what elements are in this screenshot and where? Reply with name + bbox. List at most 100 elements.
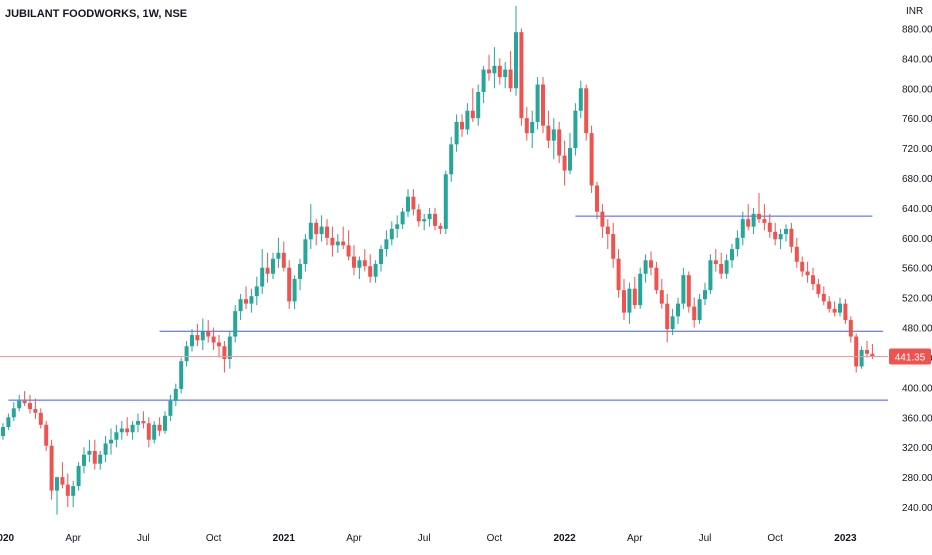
candle[interactable] — [292, 275, 297, 309]
candle[interactable] — [676, 297, 680, 324]
candle[interactable] — [416, 204, 421, 227]
candle[interactable] — [373, 260, 378, 283]
candle[interactable] — [136, 413, 140, 433]
candle[interactable] — [730, 243, 734, 268]
candle[interactable] — [141, 411, 146, 429]
candle[interactable] — [260, 249, 265, 294]
candle[interactable] — [341, 226, 346, 250]
candle[interactable] — [298, 258, 302, 291]
candle[interactable] — [665, 293, 670, 343]
candle[interactable] — [859, 346, 864, 369]
candle[interactable] — [17, 394, 22, 412]
candle[interactable] — [384, 230, 389, 257]
candle[interactable] — [697, 293, 702, 324]
candle[interactable] — [562, 140, 567, 186]
candle[interactable] — [789, 222, 794, 253]
candle[interactable] — [422, 213, 427, 231]
candle[interactable] — [211, 327, 216, 350]
candle[interactable] — [395, 215, 400, 238]
candle[interactable] — [778, 228, 783, 250]
candle[interactable] — [152, 421, 157, 444]
candle[interactable] — [757, 192, 761, 223]
candle[interactable] — [470, 88, 475, 122]
candle[interactable] — [130, 421, 135, 440]
candle[interactable] — [92, 439, 97, 470]
candle[interactable] — [114, 424, 119, 448]
candle[interactable] — [703, 282, 707, 306]
candle[interactable] — [276, 237, 281, 268]
candle[interactable] — [443, 170, 448, 235]
candle[interactable] — [514, 6, 518, 96]
candle[interactable] — [195, 323, 200, 347]
candle[interactable] — [465, 103, 470, 135]
candle[interactable] — [411, 189, 416, 216]
candle[interactable] — [238, 293, 243, 321]
candle[interactable] — [146, 417, 151, 448]
candle[interactable] — [82, 447, 86, 474]
candle[interactable] — [573, 103, 578, 156]
candle[interactable] — [265, 252, 270, 283]
candle[interactable] — [281, 241, 286, 272]
candle[interactable] — [524, 106, 529, 141]
candle[interactable] — [346, 230, 351, 261]
candle[interactable] — [449, 136, 454, 182]
candle[interactable] — [125, 417, 130, 436]
candle[interactable] — [244, 286, 248, 309]
candle[interactable] — [406, 189, 410, 217]
candle[interactable] — [1, 423, 5, 440]
candle[interactable] — [805, 261, 810, 283]
candle[interactable] — [379, 245, 383, 272]
candle[interactable] — [314, 219, 319, 246]
candle[interactable] — [249, 288, 254, 313]
candle[interactable] — [319, 215, 324, 242]
candle[interactable] — [595, 181, 599, 220]
candle[interactable] — [751, 207, 756, 235]
candle[interactable] — [546, 110, 551, 149]
candle[interactable] — [832, 301, 837, 317]
candle[interactable] — [308, 204, 313, 250]
candle[interactable] — [173, 383, 178, 407]
candle[interactable] — [492, 47, 497, 89]
candle[interactable] — [708, 254, 713, 294]
candle[interactable] — [568, 133, 572, 175]
candle[interactable] — [497, 58, 502, 85]
candle[interactable] — [724, 254, 729, 279]
candle[interactable] — [6, 413, 11, 431]
candle[interactable] — [627, 282, 632, 324]
candle[interactable] — [481, 65, 486, 104]
time-axis-bg[interactable] — [0, 526, 932, 550]
candle[interactable] — [659, 278, 664, 309]
candle[interactable] — [827, 296, 832, 313]
candle[interactable] — [55, 477, 59, 515]
candle[interactable] — [206, 320, 211, 343]
candle[interactable] — [87, 439, 92, 463]
candle[interactable] — [740, 211, 745, 246]
candle[interactable] — [190, 329, 194, 352]
candle[interactable] — [508, 50, 513, 92]
candle[interactable] — [433, 207, 437, 231]
candle[interactable] — [649, 251, 653, 276]
candle[interactable] — [227, 331, 232, 369]
candle[interactable] — [49, 439, 54, 500]
candle[interactable] — [632, 276, 637, 309]
candle[interactable] — [271, 252, 275, 279]
candle[interactable] — [487, 54, 491, 81]
candle[interactable] — [330, 226, 335, 257]
candle[interactable] — [589, 125, 594, 193]
candle[interactable] — [362, 249, 367, 272]
candle[interactable] — [357, 256, 362, 279]
candle[interactable] — [578, 80, 583, 119]
candle[interactable] — [119, 421, 124, 440]
candle[interactable] — [11, 402, 16, 422]
candle[interactable] — [811, 267, 815, 291]
candle[interactable] — [476, 84, 481, 126]
candle[interactable] — [773, 222, 778, 246]
candle[interactable] — [854, 333, 859, 373]
candle[interactable] — [865, 341, 869, 358]
candle[interactable] — [460, 114, 464, 137]
candle[interactable] — [168, 394, 173, 422]
candle[interactable] — [163, 411, 167, 434]
candle[interactable] — [200, 318, 205, 350]
candle[interactable] — [389, 221, 394, 246]
price-axis-bg[interactable] — [888, 0, 932, 550]
